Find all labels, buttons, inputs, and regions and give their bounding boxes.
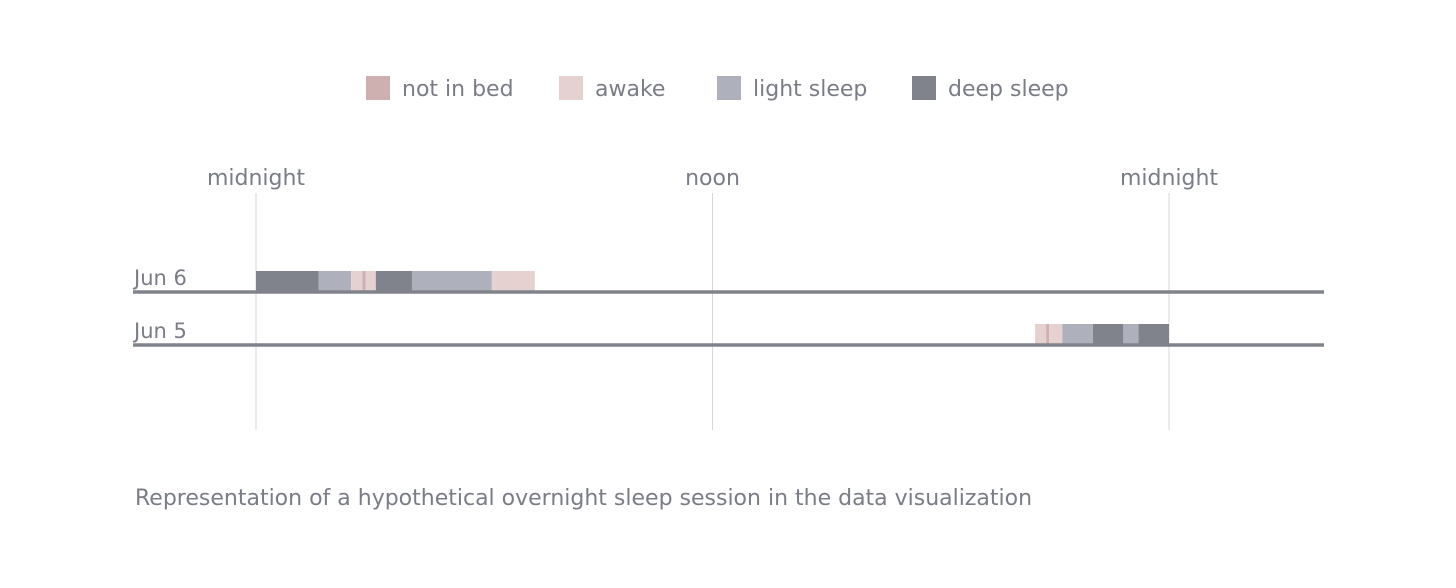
segment-awake	[351, 271, 363, 292]
row-label: Jun 6	[132, 266, 187, 290]
legend: not in bed awake light sleep deep sleep	[366, 76, 1069, 102]
legend-item-not-in-bed: not in bed	[366, 76, 514, 102]
segment-light-sleep	[1062, 324, 1093, 345]
segment-light-sleep	[1123, 324, 1139, 345]
segment-light-sleep	[318, 271, 352, 292]
legend-swatch	[717, 76, 741, 100]
segment-not-in-bed	[362, 271, 366, 292]
legend-item-deep-sleep: deep sleep	[912, 76, 1069, 102]
segment-deep-sleep	[1092, 324, 1124, 345]
tick-label: midnight	[207, 166, 305, 191]
legend-label: light sleep	[753, 77, 867, 102]
chart-caption: Representation of a hypothetical overnig…	[135, 486, 1033, 511]
segment-awake	[365, 271, 376, 292]
tick-label: midnight	[1120, 166, 1218, 191]
legend-swatch	[559, 76, 583, 100]
legend-label: deep sleep	[948, 77, 1069, 102]
segment-light-sleep	[411, 271, 492, 292]
tick-label: noon	[685, 166, 740, 191]
segment-deep-sleep	[1138, 324, 1169, 345]
gridlines: midnight noon midnight	[207, 166, 1218, 430]
legend-label: not in bed	[402, 77, 514, 102]
legend-swatch	[912, 76, 936, 100]
row-label: Jun 5	[132, 319, 187, 343]
segment-awake	[1049, 324, 1063, 345]
segment-not-in-bed	[1046, 324, 1050, 345]
timeline-row: Jun 6	[132, 266, 1324, 294]
segment-deep-sleep	[375, 271, 412, 292]
timeline-row: Jun 5	[132, 319, 1324, 347]
legend-item-awake: awake	[559, 76, 665, 102]
legend-item-light-sleep: light sleep	[717, 76, 867, 102]
legend-label: awake	[595, 77, 665, 102]
segment-awake	[1035, 324, 1047, 345]
legend-swatch	[366, 76, 390, 100]
segment-awake	[491, 271, 535, 292]
segment-deep-sleep	[256, 271, 319, 292]
